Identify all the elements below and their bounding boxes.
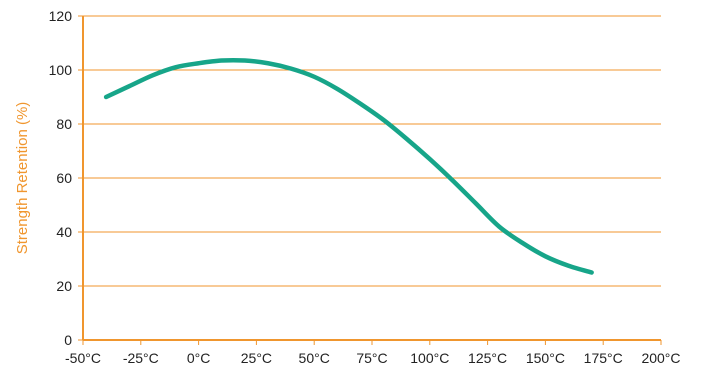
y-tick-label: 80 <box>56 116 72 132</box>
x-tick-label: 150°C <box>526 350 565 366</box>
series-line <box>103 57 594 275</box>
x-tick-label: 125°C <box>468 350 507 366</box>
axes <box>78 15 662 345</box>
y-tick-label: 20 <box>56 278 72 294</box>
y-tick-label: 0 <box>64 332 72 348</box>
x-tick-label: 175°C <box>584 350 623 366</box>
y-axis-label: Strength Retention (%) <box>14 102 31 255</box>
x-tick-label: 0°C <box>187 350 211 366</box>
x-tick-label: 50°C <box>299 350 330 366</box>
gridlines <box>83 15 661 287</box>
x-tick-label: 75°C <box>356 350 387 366</box>
x-tick-labels: -50°C -25°C 0°C 25°C 50°C 75°C 100°C 125°C 150°C… <box>65 350 681 366</box>
x-tick-label: -50°C <box>65 350 101 366</box>
x-tick-label: 100°C <box>410 350 449 366</box>
x-tick-label: -25°C <box>123 350 159 366</box>
x-tick-label: 25°C <box>241 350 272 366</box>
y-tick-labels: 0 20 40 60 80 100 120 <box>49 8 73 348</box>
y-tick-label: 120 <box>49 8 73 24</box>
y-tick-label: 100 <box>49 62 73 78</box>
series-layer <box>103 57 594 275</box>
y-tick-label: 60 <box>56 170 72 186</box>
y-tick-label: 40 <box>56 224 72 240</box>
x-tick-label: 200°C <box>641 350 680 366</box>
